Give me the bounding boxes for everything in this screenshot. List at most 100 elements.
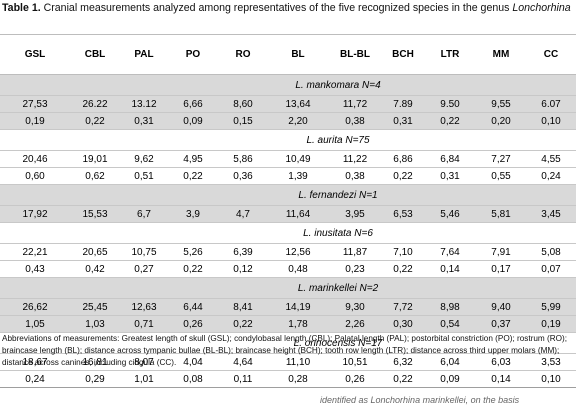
value-cell: 0,22	[382, 167, 424, 185]
value-cell: 0,31	[382, 112, 424, 130]
value-cell: 17,92	[0, 205, 70, 223]
value-cell: 3,95	[328, 205, 382, 223]
value-cell: 0,19	[0, 112, 70, 130]
value-cell: 11,72	[328, 95, 382, 113]
value-cell: 12,63	[120, 298, 168, 316]
value-cell: 0,14	[476, 370, 526, 388]
caption-label: Table 1.	[2, 2, 41, 14]
value-cell: 5,81	[476, 205, 526, 223]
value-cell: 0,42	[70, 260, 120, 278]
value-cell: 7,10	[382, 243, 424, 261]
column-header-po: PO	[168, 34, 218, 75]
value-cell: 2,26	[328, 315, 382, 333]
value-cell: 11,10	[268, 353, 328, 371]
species-label: L. marinkellei N=2	[0, 277, 576, 299]
value-cell: 4,95	[168, 150, 218, 168]
value-cell: 4,04	[168, 353, 218, 371]
value-cell: 0,54	[424, 315, 476, 333]
value-cell: 1,39	[268, 167, 328, 185]
value-cell: 4,55	[526, 150, 576, 168]
value-cell: 0,17	[476, 260, 526, 278]
species-row: L. aurita N=75	[0, 129, 576, 151]
value-cell: 18,67	[0, 353, 70, 371]
value-cell: 20,65	[70, 243, 120, 261]
value-cell: 0,36	[218, 167, 268, 185]
value-cell: 13.12	[120, 95, 168, 113]
value-cell: 12,56	[268, 243, 328, 261]
column-header-bch: BCH	[382, 34, 424, 75]
value-cell: 0,37	[476, 315, 526, 333]
value-cell: 9,55	[476, 95, 526, 113]
value-cell: 0,60	[0, 167, 70, 185]
value-cell: 6,7	[120, 205, 168, 223]
value-cell: 4,64	[218, 353, 268, 371]
value-cell: 5,26	[168, 243, 218, 261]
value-cell: 1,03	[70, 315, 120, 333]
column-header-cc: CC	[526, 34, 576, 75]
value-cell: 9,62	[120, 150, 168, 168]
sd-row: 0,43 0,42 0,27 0,22 0,12 0,48 0,23 0,22 0,14 0,17…	[0, 260, 576, 278]
value-cell: 7,27	[476, 150, 526, 168]
value-cell: 0,15	[218, 112, 268, 130]
value-cell: 6,32	[382, 353, 424, 371]
species-label: L. aurita N=75	[0, 129, 576, 151]
value-cell: 0,31	[120, 112, 168, 130]
value-cell: 0,22	[382, 260, 424, 278]
species-row: L. orinocensis N=17	[0, 332, 576, 354]
value-cell: 0,27	[120, 260, 168, 278]
value-cell: 1,05	[0, 315, 70, 333]
value-cell: 0,22	[168, 260, 218, 278]
value-cell: 0,07	[526, 260, 576, 278]
value-cell: 0,12	[218, 260, 268, 278]
caption-text: Cranial measurements analyzed among repr…	[40, 2, 513, 14]
value-cell: 0,09	[424, 370, 476, 388]
value-cell: 6.07	[526, 95, 576, 113]
value-cell: 0,10	[526, 112, 576, 130]
value-cell: 0,29	[70, 370, 120, 388]
value-cell: 3,9	[168, 205, 218, 223]
mean-row: 20,46 19,01 9,62 4,95 5,86 10,49 11,22 6,86 6,84…	[0, 150, 576, 168]
value-cell: 0,26	[168, 315, 218, 333]
value-cell: 0,08	[168, 370, 218, 388]
species-row: L. mankomara N=4	[0, 74, 576, 96]
value-cell: 0,20	[476, 112, 526, 130]
value-cell: 6,86	[382, 150, 424, 168]
value-cell: 6,03	[476, 353, 526, 371]
column-header-pal: PAL	[120, 34, 168, 75]
value-cell: 27,53	[0, 95, 70, 113]
value-cell: 0,38	[328, 112, 382, 130]
column-header-ro: RO	[218, 34, 268, 75]
value-cell: 8,07	[120, 353, 168, 371]
mean-row: 27,53 26.22 13.12 6,66 8,60 13,64 11,72 7.89 9.5…	[0, 95, 576, 113]
value-cell: 11,64	[268, 205, 328, 223]
species-row: L. fernandezi N=1	[0, 184, 576, 206]
value-cell: 0,09	[168, 112, 218, 130]
column-header-bl-bl: BL-BL	[328, 34, 382, 75]
value-cell: 7,91	[476, 243, 526, 261]
species-row: L. marinkellei N=2	[0, 277, 576, 299]
table-body: L. mankomara N=4 27,53 26.22 13.12 6,66 8,60 1…	[0, 74, 576, 388]
value-cell: 3,45	[526, 205, 576, 223]
value-cell: 6,84	[424, 150, 476, 168]
header-row: GSL CBL PAL PO RO BL BL-BL BCH LTR MM CC	[0, 34, 576, 75]
value-cell: 8,41	[218, 298, 268, 316]
value-cell: 0,22	[382, 370, 424, 388]
cut-off-footnote: identified as Lonchorhina marinkellei, o…	[320, 395, 520, 405]
value-cell: 26.22	[70, 95, 120, 113]
value-cell: 0,28	[268, 370, 328, 388]
value-cell: 8,98	[424, 298, 476, 316]
species-label: L. orinocensis N=17	[0, 332, 576, 354]
value-cell: 6,53	[382, 205, 424, 223]
table-caption: Table 1. Cranial measurements analyzed a…	[2, 2, 576, 15]
value-cell: 11,22	[328, 150, 382, 168]
value-cell: 0,43	[0, 260, 70, 278]
value-cell: 0,24	[0, 370, 70, 388]
column-header-gsl: GSL	[0, 34, 70, 75]
value-cell: 13,64	[268, 95, 328, 113]
value-cell: 0,51	[120, 167, 168, 185]
species-row: L. inusitata N=6	[0, 222, 576, 244]
value-cell: 4,7	[218, 205, 268, 223]
value-cell: 0,22	[168, 167, 218, 185]
value-cell: 0,19	[526, 315, 576, 333]
value-cell: 26,62	[0, 298, 70, 316]
